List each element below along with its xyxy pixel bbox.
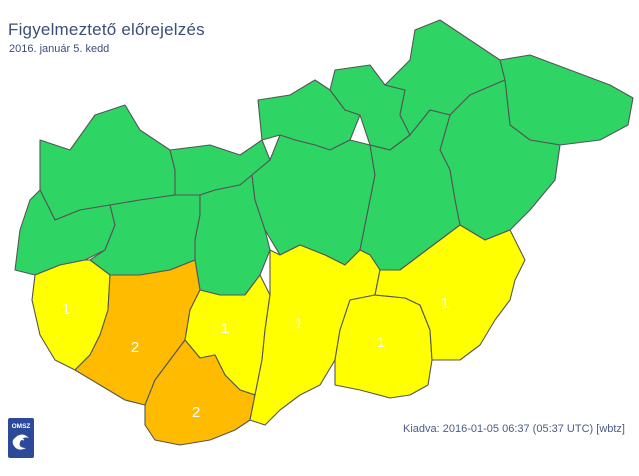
issued-timestamp: Kiadva: 2016-01-05 06:37 (05:37 UTC) [wb… [403,423,625,435]
map-title: Figyelmeztető előrejelzés [8,20,205,39]
svg-text:OMSZ: OMSZ [12,423,31,430]
label-bekes: 1 [441,295,449,312]
label-somogy: 2 [131,339,139,356]
map-date: 2016. január 5. kedd [9,43,110,55]
label-tolna: 1 [221,320,229,337]
region-baranya[interactable] [144,339,256,446]
label-baranya: 2 [192,404,200,421]
region-ne-2[interactable] [499,54,634,146]
region-c-1[interactable] [251,134,376,266]
region-bekes[interactable] [374,224,526,361]
omsz-logo-icon: OMSZ [8,418,34,458]
label-bacs: 1 [295,315,303,332]
label-csongrad: 1 [377,334,385,351]
label-vas-zala: 1 [62,301,70,318]
